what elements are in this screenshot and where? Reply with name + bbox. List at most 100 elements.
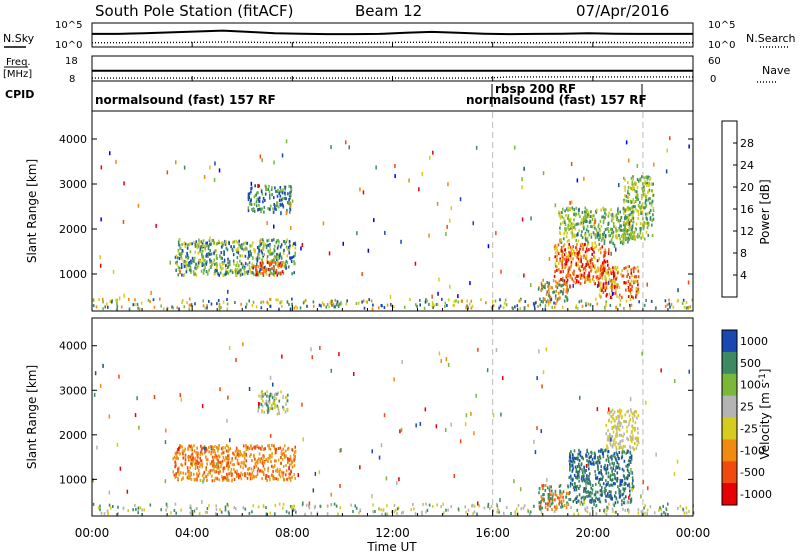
range-gate-cell xyxy=(625,140,628,145)
frequency-right-tick-bottom: 0 xyxy=(710,74,716,85)
range-gate-cell xyxy=(561,258,564,262)
range-gate-cell xyxy=(625,495,627,499)
range-gate-cell xyxy=(279,262,281,266)
range-gate-cell xyxy=(196,446,198,450)
data-patch xyxy=(174,238,297,277)
range-gate-cell xyxy=(186,254,189,258)
range-gate-cell xyxy=(567,246,570,250)
range-gate-cell xyxy=(240,302,242,306)
range-gate-cell xyxy=(584,210,587,214)
range-gate-cell xyxy=(610,239,613,242)
range-gate-cell xyxy=(153,305,156,309)
range-gate-cell xyxy=(585,301,587,305)
range-gate-cell xyxy=(221,459,224,463)
range-gate-cell xyxy=(275,256,277,260)
range-gate-cell xyxy=(620,416,623,420)
range-gate-cell xyxy=(632,419,634,423)
range-gate-cell xyxy=(394,508,397,512)
range-gate-cell xyxy=(414,512,417,516)
range-gate-cell xyxy=(239,254,241,258)
range-gate-cell xyxy=(594,473,597,477)
range-gate-cell xyxy=(273,203,275,206)
range-gate-cell xyxy=(652,207,655,211)
range-gate-cell xyxy=(186,251,188,255)
range-gate-cell xyxy=(558,296,560,300)
range-gate-cell xyxy=(616,294,618,298)
range-gate-cell xyxy=(554,294,557,298)
range-gate-cell xyxy=(258,452,261,456)
range-gate-cell xyxy=(487,505,489,508)
range-gate-cell xyxy=(570,260,573,264)
cpid-segment-1: normalsound (fast) 157 RF xyxy=(95,93,276,107)
range-gate-cell xyxy=(306,304,308,308)
range-gate-cell xyxy=(611,473,614,477)
range-gate-cell xyxy=(294,251,296,255)
range-gate-cell xyxy=(612,463,615,467)
range-gate-cell xyxy=(544,286,546,290)
range-gate-cell xyxy=(610,473,612,477)
range-gate-cell xyxy=(618,234,620,237)
range-gate-cell xyxy=(627,483,629,487)
range-gate-cell xyxy=(505,506,508,509)
range-gate-cell xyxy=(180,262,183,266)
range-gate-cell xyxy=(286,300,289,304)
range-gate-cell xyxy=(189,263,191,267)
range-gate-cell xyxy=(262,504,265,508)
range-gate-cell xyxy=(469,281,471,286)
range-gate-cell xyxy=(282,271,285,275)
range-gate-cell xyxy=(209,469,212,473)
range-gate-cell xyxy=(92,298,95,302)
range-gate-cell xyxy=(227,261,229,265)
range-gate-cell xyxy=(572,245,574,249)
range-gate-cell xyxy=(588,467,590,471)
range-gate-cell xyxy=(182,471,184,475)
range-gate-cell xyxy=(216,466,218,470)
range-gate-cell xyxy=(600,448,602,452)
range-gate-cell xyxy=(291,302,293,306)
range-gate-cell xyxy=(177,467,179,471)
range-gate-cell xyxy=(237,452,240,456)
range-gate-cell xyxy=(602,268,604,272)
range-gate-cell xyxy=(325,305,328,309)
range-gate-cell xyxy=(644,192,646,197)
range-gate-cell xyxy=(274,512,276,516)
range-gate-cell xyxy=(217,449,219,453)
range-gate-cell xyxy=(257,409,259,413)
range-gate-cell xyxy=(575,238,577,242)
range-gate-cell xyxy=(578,479,580,483)
range-gate-cell xyxy=(273,249,276,253)
range-gate-cell xyxy=(628,473,630,477)
range-gate-cell xyxy=(496,510,498,514)
range-gate-cell xyxy=(346,299,348,303)
range-gate-cell xyxy=(628,276,631,279)
range-gate-cell xyxy=(596,208,598,212)
range-gate-cell xyxy=(547,493,550,496)
range-gate-cell xyxy=(359,465,361,470)
range-gate-cell xyxy=(358,301,360,305)
range-gate-cell xyxy=(178,267,181,270)
range-gate-cell xyxy=(445,232,447,236)
range-gate-cell xyxy=(555,504,558,508)
range-gate-cell xyxy=(218,273,220,277)
range-gate-cell xyxy=(370,299,373,303)
range-gate-cell xyxy=(256,246,259,249)
range-gate-cell xyxy=(282,502,285,506)
range-gate-cell xyxy=(210,259,213,263)
range-gate-cell xyxy=(571,235,574,239)
range-gate-cell xyxy=(250,453,252,456)
range-gate-cell xyxy=(610,466,612,470)
range-gate-cell xyxy=(255,267,257,271)
range-gate-cell xyxy=(644,212,647,216)
range-gate-cell xyxy=(628,192,631,196)
range-gate-cell xyxy=(268,401,271,405)
range-gate-cell xyxy=(628,456,631,460)
range-gate-cell xyxy=(259,469,262,473)
range-gate-cell xyxy=(564,230,566,234)
range-gate-cell xyxy=(230,471,232,475)
range-gate-cell xyxy=(604,270,606,274)
range-gate-cell xyxy=(215,454,217,458)
range-gate-cell xyxy=(122,506,125,510)
range-gate-cell xyxy=(238,243,240,247)
range-gate-cell xyxy=(622,439,624,443)
range-gate-cell xyxy=(285,245,288,249)
